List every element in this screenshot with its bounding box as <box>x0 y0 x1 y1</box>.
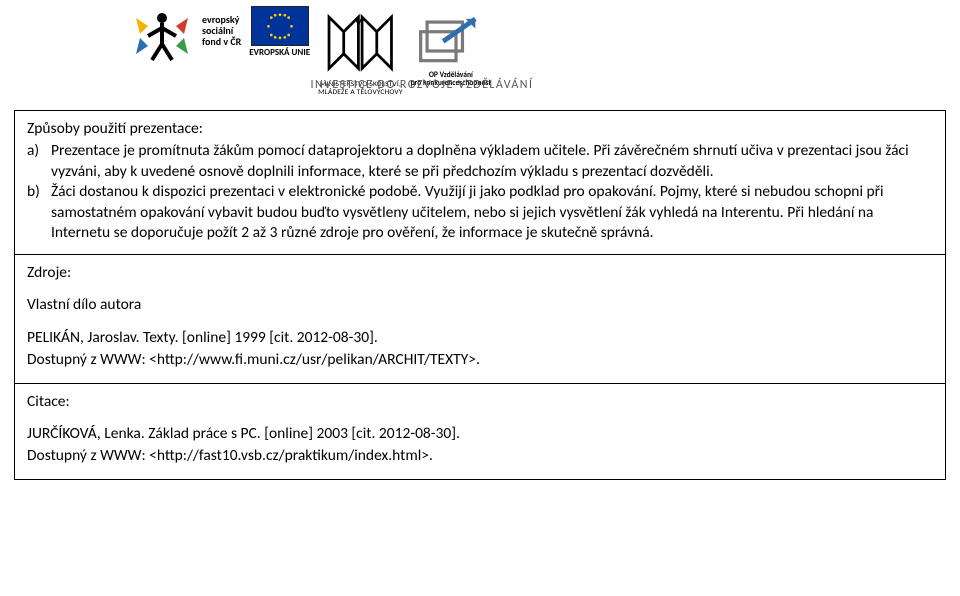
eu-label: EVROPSKÁ UNIE <box>249 48 310 57</box>
item-a: a) Prezentace je promítnuta žákům pomocí… <box>27 141 933 182</box>
item-b-text: Žáci dostanou k dispozici prezentaci v e… <box>51 182 933 243</box>
sources-label: Zdroje: <box>27 263 933 283</box>
investice-tagline: INVESTICE DO ROZVOJE VZDĚLÁVÁNÍ <box>128 78 716 92</box>
esf-logo: evropský sociální fond v ČR <box>128 6 241 66</box>
msmt-icon: v <box>318 6 402 79</box>
source-pelikan-line1: PELIKÁN, Jaroslav. Texty. [online] 1999 … <box>27 328 933 348</box>
esf-star-icon <box>128 6 196 66</box>
citation-line1: JURČÍKOVÁ, Lenka. Základ práce s PC. [on… <box>27 424 933 444</box>
content-box: Způsoby použití prezentace: a) Prezentac… <box>14 110 946 480</box>
source-own: Vlastní dílo autora <box>27 295 933 315</box>
citation-section: Citace: JURČÍKOVÁ, Lenka. Základ práce s… <box>15 383 945 479</box>
opvk-icon <box>411 6 491 70</box>
usage-section: Způsoby použití prezentace: a) Prezentac… <box>15 111 945 254</box>
citation-label: Citace: <box>27 392 933 412</box>
opvk-logo: OP Vzdělávání pro konkurenceschopnost <box>411 6 491 88</box>
svg-text:v: v <box>355 12 362 30</box>
item-b: b) Žáci dostanou k dispozici prezentaci … <box>27 182 933 243</box>
citation-line2: Dostupný z WWW: <http://fast10.vsb.cz/pr… <box>27 446 933 466</box>
item-a-text: Prezentace je promítnuta žákům pomocí da… <box>51 141 933 182</box>
esf-text: evropský sociální fond v ČR <box>202 6 241 47</box>
funding-logo-strip: evropský sociální fond v ČR <box>128 6 716 86</box>
sources-section: Zdroje: Vlastní dílo autora PELIKÁN, Jar… <box>15 254 945 383</box>
page: evropský sociální fond v ČR <box>0 0 960 596</box>
item-b-marker: b) <box>27 182 45 243</box>
eu-flag-icon <box>251 6 309 46</box>
eu-logo: EVROPSKÁ UNIE <box>249 6 310 57</box>
source-pelikan-line2: Dostupný z WWW: <http://www.fi.muni.cz/u… <box>27 350 933 370</box>
item-a-marker: a) <box>27 141 45 182</box>
esf-line3: fond v ČR <box>202 36 241 47</box>
usage-title: Způsoby použití prezentace: <box>27 119 933 139</box>
